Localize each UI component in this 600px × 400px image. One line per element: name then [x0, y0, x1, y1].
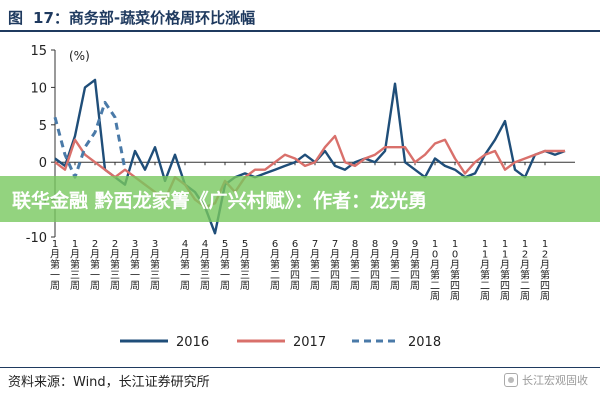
figure-title: 图 17：商务部-蔬菜价格周环比涨幅: [0, 0, 600, 30]
x-tick-label: 7 月第二周: [310, 239, 320, 292]
source-note: 资料来源：Wind，长江证券研究所: [8, 375, 210, 390]
series-line-2018: [53, 100, 127, 179]
line-chart: (%)-10-50510151月第一周1月第三周2月第一周2月第三周3月第一周3…: [26, 44, 575, 350]
x-tick-label: 6 月第四周: [290, 239, 300, 292]
x-tick-label: 8 月第二周: [350, 239, 360, 292]
overlay-banner-text: 联华金融 黔西龙家箐《广兴村赋》：作者：龙光勇: [12, 189, 428, 212]
x-tick-label: 9 月第二周: [390, 239, 400, 292]
x-tick-label: 1 2 月第二周: [520, 239, 530, 303]
x-tick-label: 3 月第一周: [130, 239, 140, 292]
source-divider: [0, 367, 600, 368]
figure-title-text: 商务部-蔬菜价格周环比涨幅: [68, 9, 256, 27]
x-tick-label: 1 月第一周: [50, 239, 60, 292]
figure-number: 17：: [33, 9, 69, 27]
x-tick-label: 9 月第四周: [410, 239, 420, 292]
legend-label-2018: 2018: [408, 335, 441, 350]
x-tick-label: 3 月第三周: [150, 239, 160, 292]
x-tick-label: 7 月第四周: [330, 239, 340, 292]
x-tick-label: 5 月第三周: [240, 239, 250, 292]
x-tick-label: 6 月第二周: [270, 239, 280, 292]
y-tick-label: 15: [30, 44, 47, 59]
x-tick-label: 1 0 月第四周: [450, 239, 460, 303]
x-tick-label: 4 月第三周: [200, 239, 210, 292]
x-tick-label: 2 月第三周: [110, 239, 120, 292]
wechat-icon: [504, 373, 518, 387]
legend-label-2016: 2016: [176, 335, 209, 350]
x-tick-label: 8 月第四周: [370, 239, 380, 292]
y-tick-label: -10: [26, 231, 47, 246]
x-tick-label: 4 月第一周: [180, 239, 190, 292]
x-tick-label: 1 2 月第四周: [540, 239, 550, 303]
figure-label: 图: [8, 9, 24, 27]
title-divider: [0, 30, 600, 32]
series-line-2016: [54, 78, 566, 235]
y-tick-label: 5: [39, 119, 47, 134]
watermark: 长江宏观固收: [504, 372, 588, 388]
x-tick-label: 1 1 月第二周: [480, 239, 490, 303]
overlay-banner: 联华金融 黔西龙家箐《广兴村赋》：作者：龙光勇: [0, 176, 600, 222]
x-tick-label: 1 月第三周: [70, 239, 80, 292]
x-tick-label: 1 1 月第四周: [500, 239, 510, 303]
x-tick-label: 2 月第一周: [90, 239, 100, 292]
y-unit-label: (%): [69, 49, 90, 63]
watermark-text: 长江宏观固收: [522, 374, 588, 387]
legend-label-2017: 2017: [293, 335, 326, 350]
x-tick-label: 1 0 月第二周: [430, 239, 440, 303]
y-tick-label: 0: [39, 156, 47, 171]
x-tick-label: 5 月第一周: [220, 239, 230, 292]
y-tick-label: 10: [30, 81, 47, 96]
